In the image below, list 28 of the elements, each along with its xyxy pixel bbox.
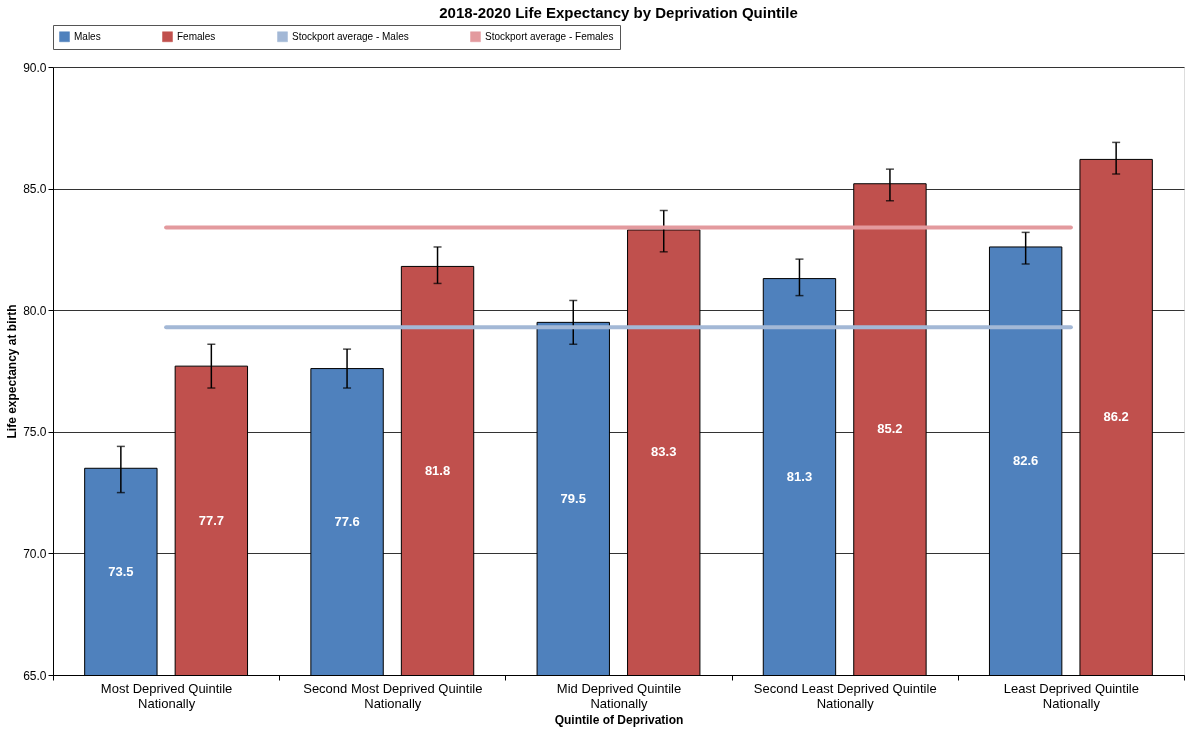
data-label: 81.3 xyxy=(786,468,813,484)
y-tick-label: 80.0 xyxy=(23,303,47,318)
legend-label: Stockport average - Females xyxy=(485,30,614,42)
data-label: 85.2 xyxy=(877,421,903,437)
legend-label: Males xyxy=(74,30,101,42)
x-tick-label: Least Deprived Quintile Nationally xyxy=(1003,680,1139,711)
x-axis-title: Quintile of Deprivation xyxy=(554,712,684,727)
y-tick-label: 75.0 xyxy=(23,425,47,440)
y-tick-label: 65.0 xyxy=(23,668,47,683)
data-label: 86.2 xyxy=(1103,409,1129,425)
x-tick-label: Second Most Deprived Quintile Nationally xyxy=(303,680,483,711)
data-label: 83.3 xyxy=(651,444,677,460)
x-tick-label: Most Deprived Quintile Nationally xyxy=(100,680,233,711)
x-tick-label: Mid Deprived Quintile Nationally xyxy=(556,680,682,711)
chart-title: 2018-2020 Life Expectancy by Deprivation Quintile xyxy=(439,3,798,21)
data-label: 81.8 xyxy=(424,462,451,478)
y-tick-label: 70.0 xyxy=(23,546,47,561)
y-tick-label: 90.0 xyxy=(23,60,47,75)
legend-label: Stockport average - Males xyxy=(292,30,409,42)
data-label: 82.6 xyxy=(1013,452,1039,468)
data-label: 77.7 xyxy=(198,512,224,528)
data-label: 73.5 xyxy=(108,563,134,579)
data-label: 79.5 xyxy=(560,490,586,506)
legend-label: Females xyxy=(177,30,216,42)
x-tick-label: Second Least Deprived Quintile Nationally xyxy=(753,680,937,711)
y-tick-label: 85.0 xyxy=(23,182,47,197)
data-label: 77.6 xyxy=(334,513,360,529)
y-axis-title: Life expectancy at birth xyxy=(5,304,20,439)
